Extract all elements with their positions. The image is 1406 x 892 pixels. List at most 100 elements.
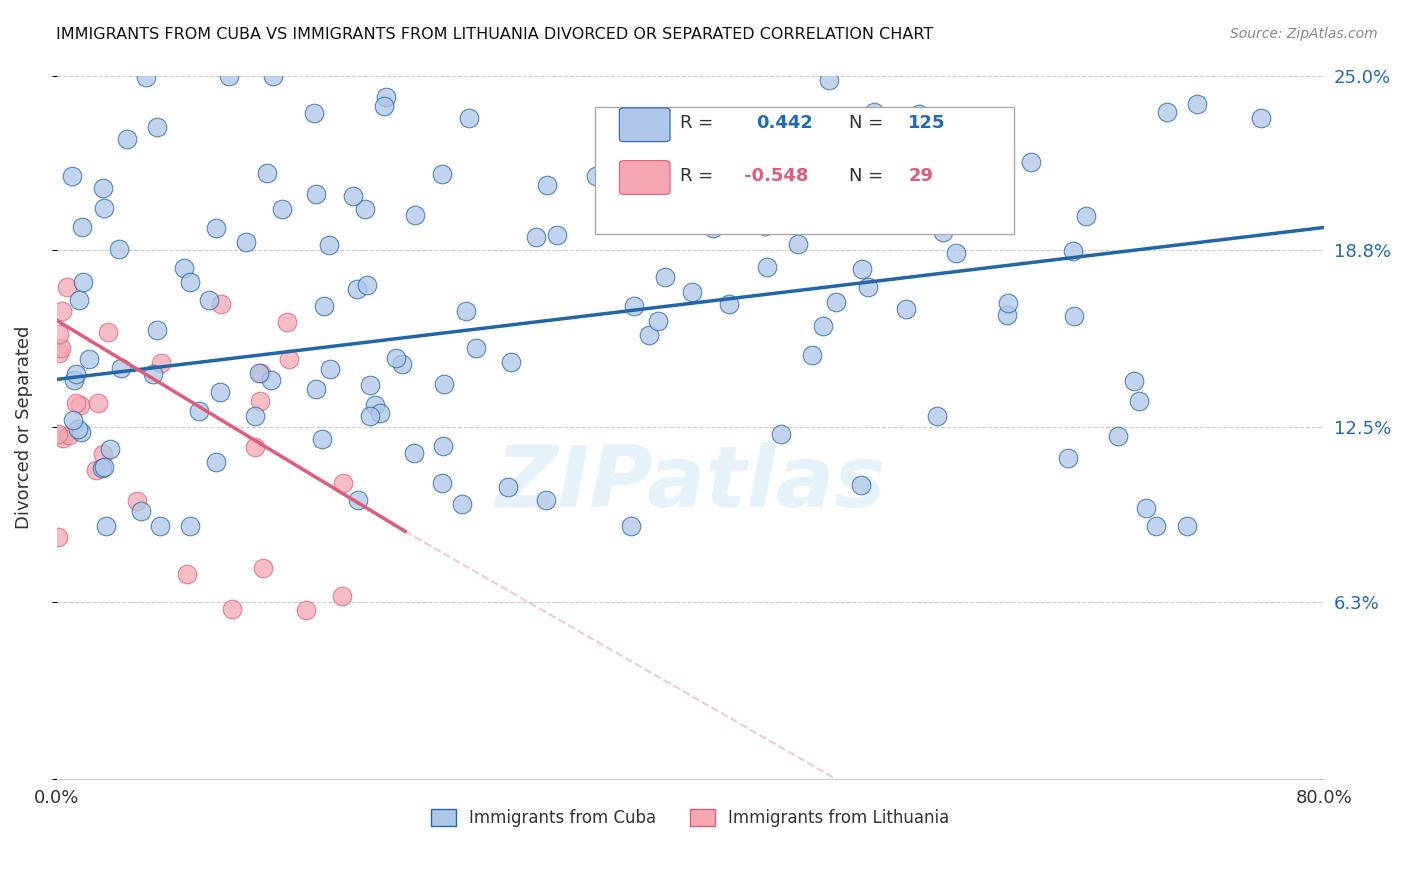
Point — [70, 425, 93, 440]
Point — [997, 295, 1019, 310]
Point — [801, 348, 824, 362]
Text: 29: 29 — [908, 167, 934, 186]
Point — [585, 169, 607, 183]
Point — [373, 99, 395, 113]
Point — [404, 208, 426, 222]
Point — [536, 178, 558, 193]
Point — [179, 518, 201, 533]
Point — [637, 327, 659, 342]
Point — [94, 518, 117, 533]
Point — [432, 439, 454, 453]
Point — [48, 346, 70, 360]
Point — [62, 413, 84, 427]
Point — [858, 280, 880, 294]
Point — [262, 69, 284, 83]
Point — [464, 341, 486, 355]
Point — [1107, 428, 1129, 442]
Point — [70, 220, 93, 235]
Text: N =: N = — [849, 114, 883, 132]
Point — [863, 105, 886, 120]
Point — [305, 187, 328, 202]
Point — [90, 460, 112, 475]
Point — [142, 367, 165, 381]
Point — [276, 315, 298, 329]
Point — [880, 190, 903, 204]
Point — [1250, 111, 1272, 125]
Point — [496, 480, 519, 494]
Point — [84, 463, 107, 477]
Point — [457, 111, 479, 125]
Point — [149, 518, 172, 533]
Point — [356, 277, 378, 292]
Point — [1076, 209, 1098, 223]
Point — [198, 293, 221, 307]
Point — [1144, 518, 1167, 533]
Point — [110, 361, 132, 376]
Point — [62, 169, 84, 183]
Point — [659, 207, 682, 221]
Point — [718, 297, 741, 311]
Point — [894, 301, 917, 316]
Point — [391, 357, 413, 371]
Point — [945, 245, 967, 260]
Point — [278, 352, 301, 367]
Point — [702, 221, 724, 235]
Point — [654, 269, 676, 284]
Point — [176, 567, 198, 582]
Point — [359, 409, 381, 423]
Point — [48, 326, 70, 341]
Point — [135, 70, 157, 84]
Point — [370, 405, 392, 419]
Point — [49, 341, 72, 355]
Point — [451, 497, 474, 511]
Point — [647, 314, 669, 328]
Point — [72, 275, 94, 289]
Point — [311, 432, 333, 446]
Point — [1062, 244, 1084, 258]
Point — [209, 296, 232, 310]
Text: R =: R = — [681, 167, 713, 186]
Point — [359, 378, 381, 392]
Point — [813, 318, 835, 333]
Point — [825, 294, 848, 309]
Point — [314, 299, 336, 313]
Point — [67, 422, 90, 436]
Point — [332, 475, 354, 490]
Point — [534, 493, 557, 508]
Point — [129, 504, 152, 518]
Point — [623, 299, 645, 313]
Point — [260, 373, 283, 387]
Point — [346, 282, 368, 296]
Point — [1156, 104, 1178, 119]
Point — [108, 243, 131, 257]
Point — [304, 106, 326, 120]
FancyBboxPatch shape — [595, 107, 1014, 234]
Point — [93, 201, 115, 215]
Point — [319, 361, 342, 376]
Text: IMMIGRANTS FROM CUBA VS IMMIGRANTS FROM LITHUANIA DIVORCED OR SEPARATED CORRELAT: IMMIGRANTS FROM CUBA VS IMMIGRANTS FROM … — [56, 27, 934, 42]
Point — [146, 120, 169, 135]
Text: R =: R = — [681, 114, 713, 132]
Point — [433, 377, 456, 392]
Point — [851, 261, 873, 276]
Point — [77, 352, 100, 367]
Point — [681, 285, 703, 300]
Point — [247, 366, 270, 380]
Point — [430, 167, 453, 181]
Point — [115, 132, 138, 146]
Point — [546, 228, 568, 243]
Point — [252, 561, 274, 575]
Point — [1135, 501, 1157, 516]
Point — [1019, 155, 1042, 169]
Point — [149, 356, 172, 370]
Point — [221, 602, 243, 616]
Point — [146, 323, 169, 337]
Point — [270, 202, 292, 216]
Text: 0.442: 0.442 — [756, 114, 813, 132]
Point — [65, 368, 87, 382]
Text: 125: 125 — [908, 114, 946, 132]
Point — [63, 373, 86, 387]
Point — [818, 73, 841, 87]
Point — [318, 238, 340, 252]
Point — [1122, 374, 1144, 388]
